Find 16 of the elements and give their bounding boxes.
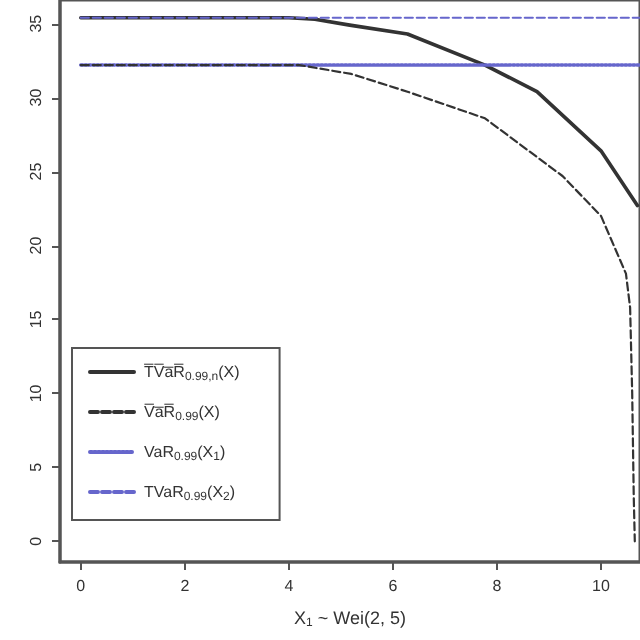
x-tick-label: 4 [284, 577, 295, 595]
y-tick-label: 10 [27, 383, 45, 403]
line-series [79, 15, 640, 208]
x-tick-label: 8 [492, 577, 503, 595]
y-tick-label: 15 [27, 309, 45, 329]
y-tick-label: 30 [27, 87, 45, 107]
x-tick-label: 6 [388, 577, 399, 595]
y-tick-label: 20 [27, 235, 45, 255]
line-series [79, 63, 636, 543]
x-tick-label: 2 [180, 577, 191, 595]
x-tick-label: 10 [592, 577, 611, 595]
y-tick-label: 5 [27, 461, 45, 472]
y-tick-label: 25 [27, 161, 45, 181]
x-tick-label: 0 [76, 577, 87, 595]
y-tick-label: 35 [27, 13, 45, 33]
y-tick-label: 0 [27, 535, 45, 546]
